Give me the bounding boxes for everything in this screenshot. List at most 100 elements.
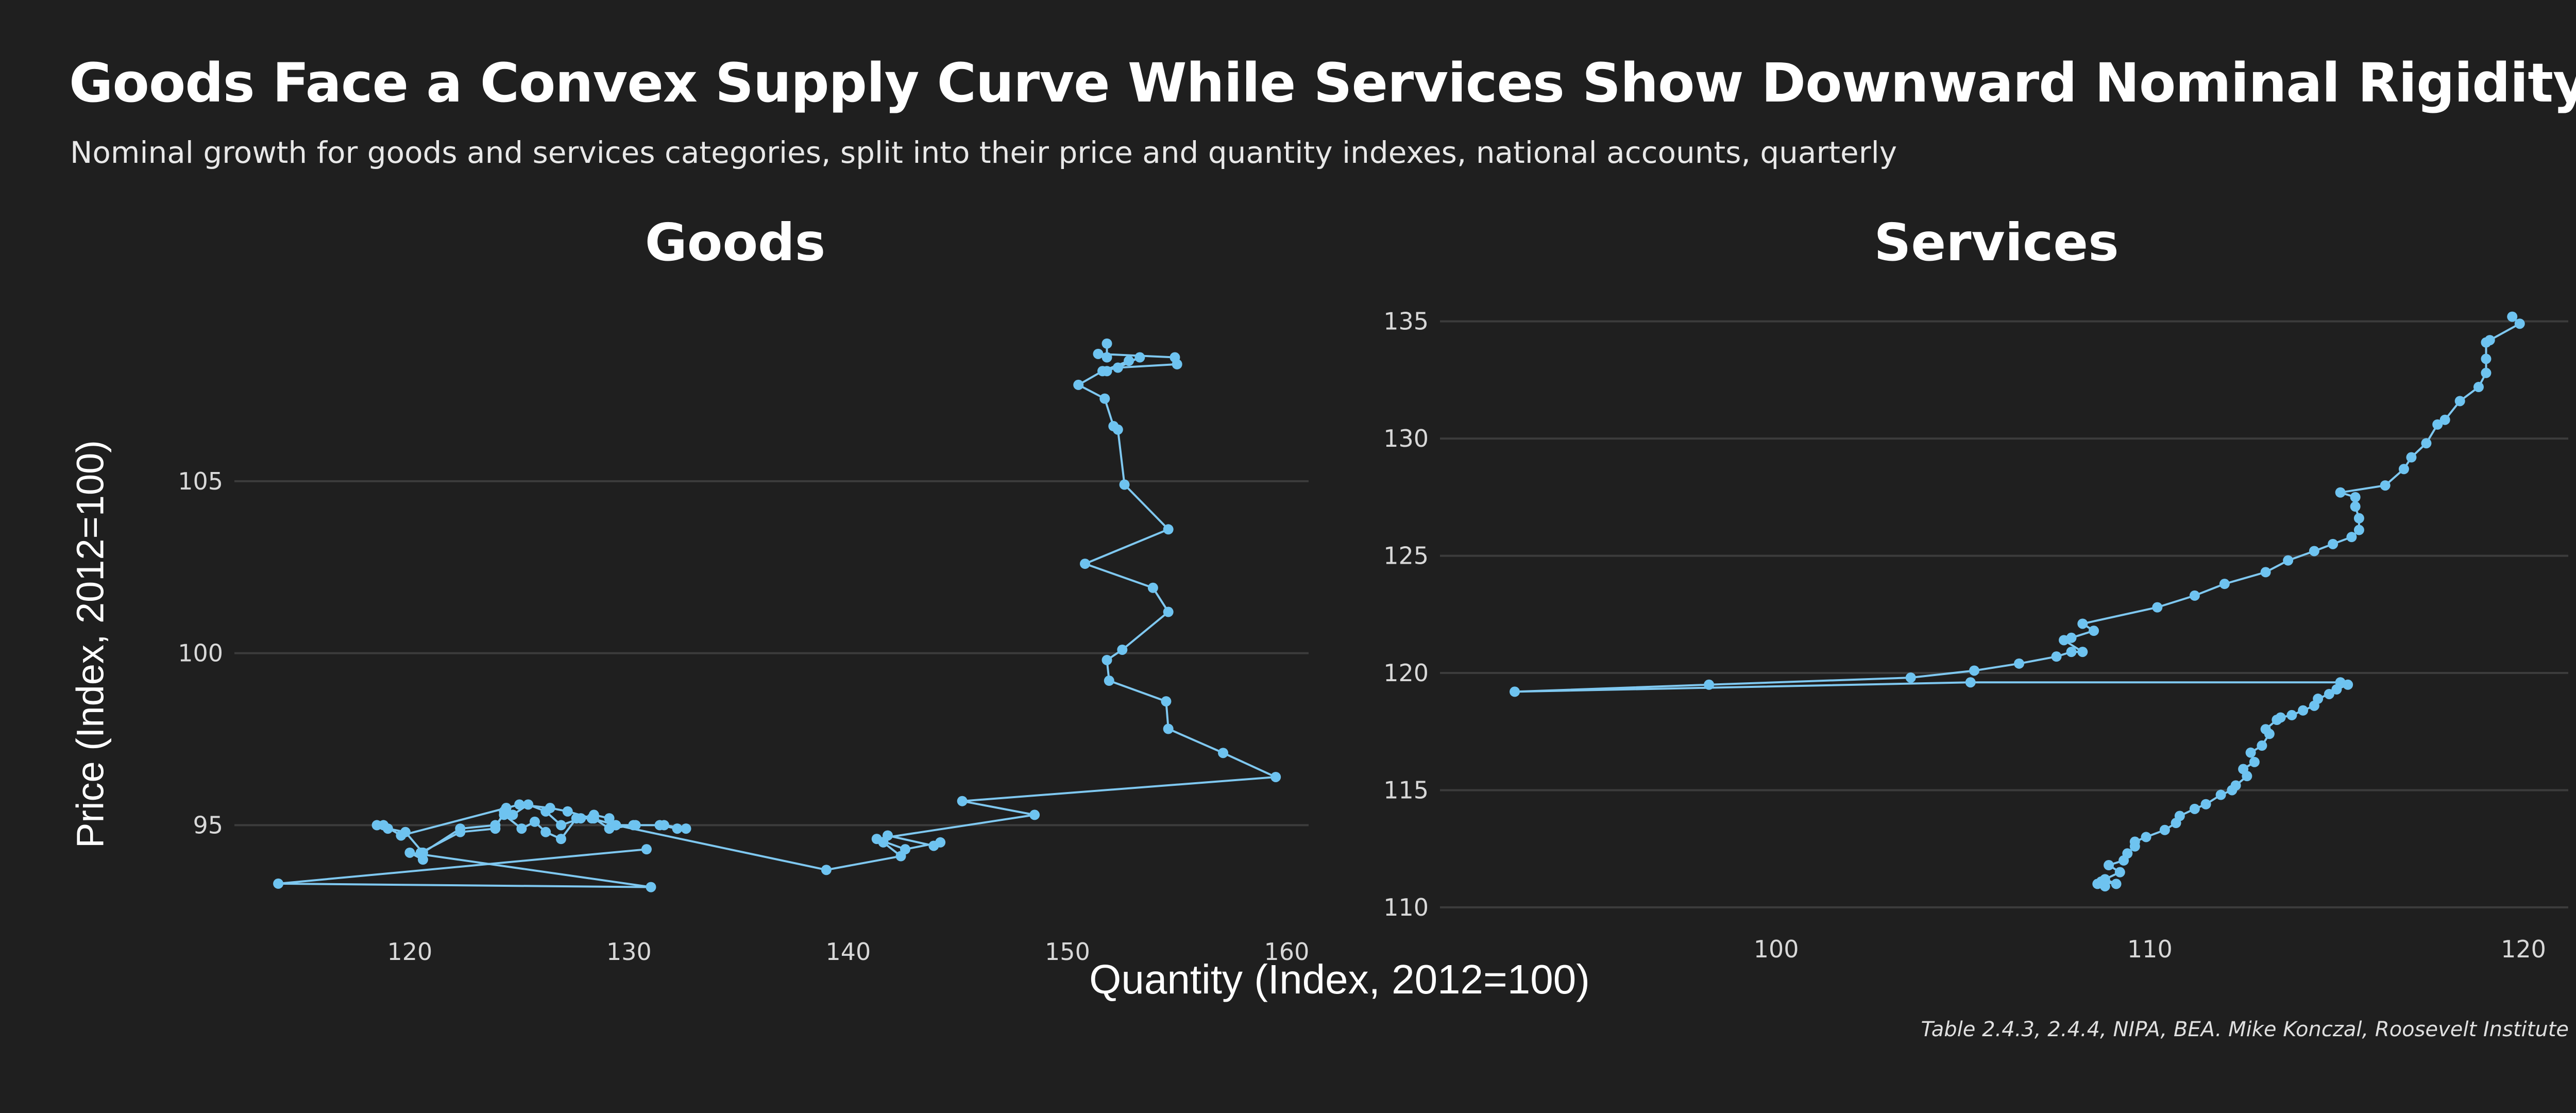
goods-data-point — [1161, 696, 1172, 707]
goods-data-point — [1093, 348, 1104, 359]
services-data-point — [2189, 803, 2200, 814]
services-series-line — [1514, 316, 2522, 887]
goods-data-point — [672, 823, 683, 834]
goods-data-point — [604, 813, 615, 824]
y-axis-label: Price (Index, 2012=100) — [69, 440, 112, 848]
goods-data-point — [1117, 644, 1128, 655]
goods-x-tick-label: 140 — [826, 938, 871, 966]
services-data-point — [2454, 396, 2465, 407]
goods-data-point — [545, 803, 555, 814]
services-data-point — [2077, 647, 2088, 657]
services-x-tick-label: 120 — [2501, 935, 2546, 963]
goods-data-point — [404, 847, 415, 858]
services-data-point — [2104, 860, 2114, 871]
goods-x-tick-label: 160 — [1264, 938, 1310, 966]
services-data-point — [2432, 419, 2443, 430]
goods-panel-title: Goods — [645, 212, 826, 273]
services-data-point — [1969, 665, 1979, 676]
services-data-point — [2484, 335, 2495, 346]
goods-data-point — [1270, 771, 1281, 782]
services-panel-title: Services — [1874, 212, 2119, 273]
goods-data-point — [1101, 352, 1112, 363]
services-data-point — [2066, 632, 2077, 643]
services-data-point — [2159, 824, 2170, 835]
services-data-point — [2286, 710, 2297, 720]
services-data-point — [2051, 651, 2062, 662]
goods-x-tick-label: 120 — [387, 938, 433, 966]
services-data-point — [2353, 513, 2364, 524]
services-data-point — [2257, 740, 2267, 751]
services-data-point — [2066, 647, 2077, 657]
services-data-point — [2122, 848, 2133, 859]
goods-data-point — [1029, 810, 1040, 820]
goods-data-point — [957, 796, 968, 806]
goods-data-point — [1170, 352, 1180, 363]
services-data-point — [1510, 686, 1520, 697]
services-data-point — [2014, 658, 2025, 669]
services-data-point — [2260, 567, 2271, 578]
x-axis-label: Quantity (Index, 2012=100) — [1089, 956, 1590, 1002]
goods-data-point — [1134, 352, 1145, 363]
goods-data-point — [646, 882, 656, 892]
services-data-point — [2309, 546, 2319, 556]
services-data-point — [2099, 874, 2110, 885]
services-data-point — [1905, 672, 1916, 683]
services-data-point — [2245, 747, 2256, 758]
goods-data-point — [562, 806, 573, 817]
services-data-point — [2111, 879, 2122, 889]
services-data-point — [2507, 311, 2518, 322]
goods-data-point — [378, 820, 389, 831]
chart-title: Goods Face a Convex Supply Curve While S… — [69, 52, 2576, 114]
goods-data-point — [1101, 338, 1112, 349]
goods-y-tick-label: 100 — [178, 639, 223, 667]
services-data-point — [2335, 677, 2346, 688]
source-note: Table 2.4.3, 2.4.4, NIPA, BEA. Mike Konc… — [1921, 1018, 2569, 1041]
services-x-tick-label: 110 — [2127, 935, 2173, 963]
goods-data-point — [455, 823, 466, 834]
services-data-point — [2398, 464, 2409, 475]
services-data-point — [2324, 688, 2334, 699]
services-data-point — [2514, 318, 2525, 329]
services-data-point — [2353, 525, 2364, 535]
services-data-point — [2346, 532, 2357, 543]
goods-data-point — [821, 865, 832, 875]
services-y-tick-label: 130 — [1383, 425, 1429, 452]
services-data-point — [2152, 602, 2163, 613]
goods-data-point — [1108, 421, 1119, 432]
services-data-point — [2219, 579, 2230, 589]
services-data-point — [2200, 799, 2211, 810]
services-data-point — [2114, 867, 2125, 878]
goods-data-point — [586, 813, 597, 824]
goods-data-point — [507, 810, 518, 820]
goods-data-point — [1218, 748, 1229, 758]
goods-data-point — [1124, 356, 1134, 366]
goods-data-point — [417, 847, 428, 858]
services-data-point — [2421, 438, 2432, 449]
services-data-point — [2328, 538, 2338, 549]
services-data-point — [1965, 677, 1976, 688]
services-data-point — [2189, 590, 2200, 601]
services-y-tick-label: 115 — [1383, 776, 1429, 804]
services-y-tick-label: 135 — [1383, 308, 1429, 335]
services-data-point — [2141, 832, 2151, 842]
services-data-point — [2260, 724, 2271, 735]
goods-data-point — [1112, 362, 1123, 373]
goods-y-tick-label: 105 — [178, 467, 223, 495]
services-data-point — [2473, 382, 2484, 393]
goods-data-point — [1163, 606, 1174, 617]
services-y-tick-label: 110 — [1383, 893, 1429, 921]
goods-data-point — [1073, 379, 1084, 390]
services-data-point — [1704, 679, 1715, 690]
goods-data-point — [659, 820, 669, 831]
services-data-point — [2089, 626, 2099, 636]
services-x-tick-label: 100 — [1754, 935, 1799, 963]
goods-data-point — [871, 834, 882, 845]
goods-data-point — [396, 830, 406, 841]
services-data-point — [2350, 501, 2361, 512]
goods-data-point — [1104, 676, 1114, 686]
goods-data-point — [1119, 479, 1130, 490]
goods-data-point — [523, 799, 534, 810]
services-data-point — [2439, 414, 2450, 425]
goods-data-point — [556, 834, 567, 845]
